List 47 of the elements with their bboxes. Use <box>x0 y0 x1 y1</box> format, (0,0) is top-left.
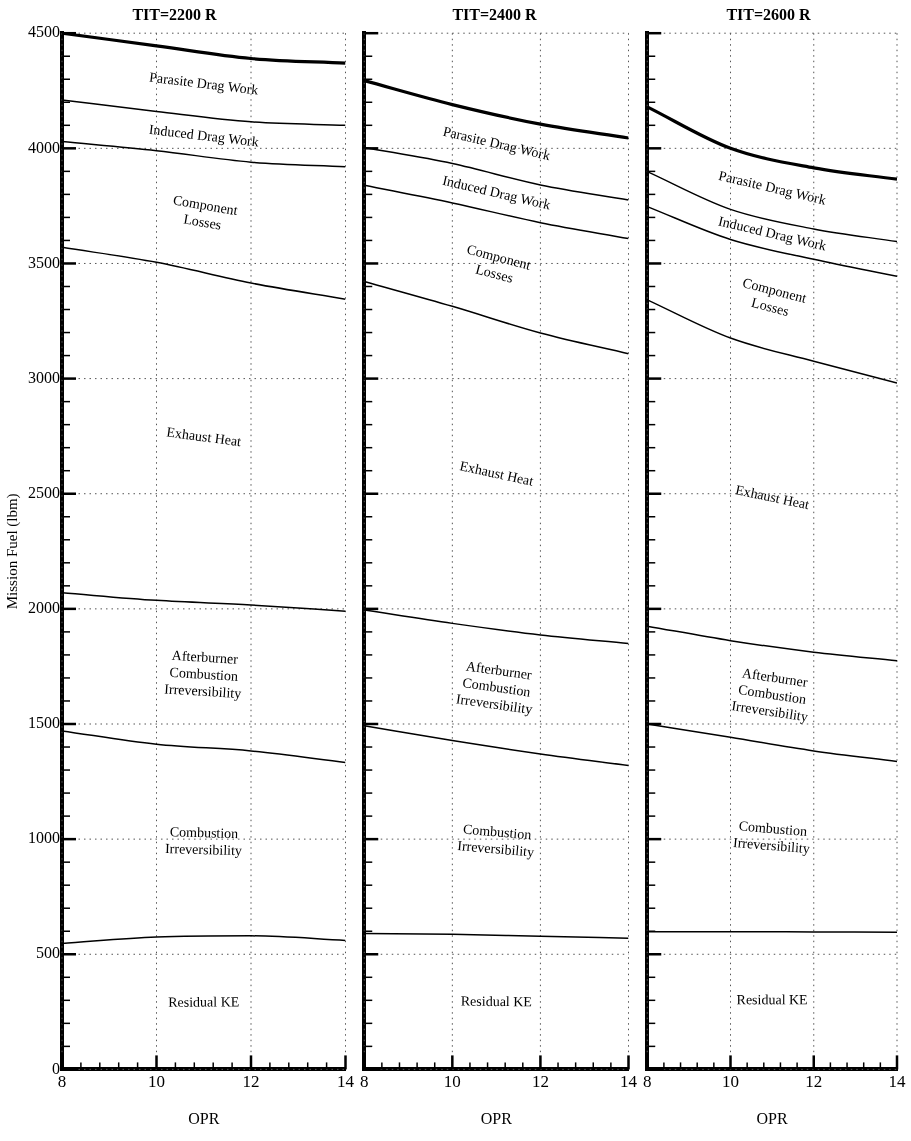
annotation: Combustion Irreversibility <box>456 821 535 860</box>
y-tick-label: 500 <box>36 944 60 962</box>
annotation: Parasite Drag Work <box>441 123 552 164</box>
x-axis-title: OPR <box>756 1109 789 1127</box>
x-tick-label: 8 <box>360 1072 369 1092</box>
y-tick-label: 2500 <box>28 483 60 501</box>
annotation: Parasite Drag Work <box>148 69 260 98</box>
annotation: Afterburner Combustion Irreversibility <box>454 658 534 718</box>
y-tick-label: 4000 <box>28 138 60 156</box>
annotation: Residual KE <box>736 992 808 1008</box>
y-tick-label: 2000 <box>28 599 60 617</box>
annotation: Combustion Irreversibility <box>732 818 811 857</box>
annotation: Afterburner Combustion Irreversibility <box>163 647 242 702</box>
annotation: Afterburner Combustion Irreversibility <box>730 665 809 725</box>
x-axis-title: OPR <box>480 1109 513 1127</box>
y-tick-label: 3500 <box>28 253 60 271</box>
x-tick-label: 12 <box>805 1072 823 1092</box>
y-tick-label: 1000 <box>28 829 60 847</box>
annotation: Combustion Irreversibility <box>164 824 243 859</box>
x-axis-title: OPR <box>188 1109 220 1127</box>
x-tick-label: 10 <box>443 1072 461 1092</box>
x-tick-label: 10 <box>722 1072 739 1092</box>
y-tick-label: 1500 <box>28 714 60 732</box>
annotation: Induced Drag Work <box>441 172 553 213</box>
annotation: Component Losses <box>171 192 239 233</box>
x-tick-label: 14 <box>337 1072 355 1092</box>
chart-title: TIT=2400 R <box>452 5 538 23</box>
x-tick-label: 10 <box>148 1072 165 1092</box>
y-tick-label: 3000 <box>28 368 60 386</box>
y-tick-label: 4500 <box>28 23 60 41</box>
annotation: Induced Drag Work <box>716 213 828 254</box>
x-tick-label: 12 <box>242 1072 260 1092</box>
chart-title: TIT=2600 R <box>726 5 812 23</box>
chart-title: TIT=2200 R <box>132 5 218 23</box>
annotation: Exhaust Heat <box>458 458 535 489</box>
annotation: Residual KE <box>168 994 240 1010</box>
x-tick-label: 14 <box>888 1072 906 1092</box>
annotation: Parasite Drag Work <box>717 167 828 208</box>
annotation: Exhaust Heat <box>734 482 811 513</box>
annotation: Induced Drag Work <box>148 121 260 150</box>
annotation: Residual KE <box>460 993 533 1010</box>
x-tick-label: 14 <box>620 1072 638 1092</box>
x-tick-label: 12 <box>531 1072 549 1092</box>
y-tick-label: 0 <box>52 1059 60 1077</box>
y-axis-title: Mission Fuel (lbm) <box>3 493 21 610</box>
x-tick-label: 8 <box>643 1072 652 1092</box>
annotation: Exhaust Heat <box>165 424 243 450</box>
